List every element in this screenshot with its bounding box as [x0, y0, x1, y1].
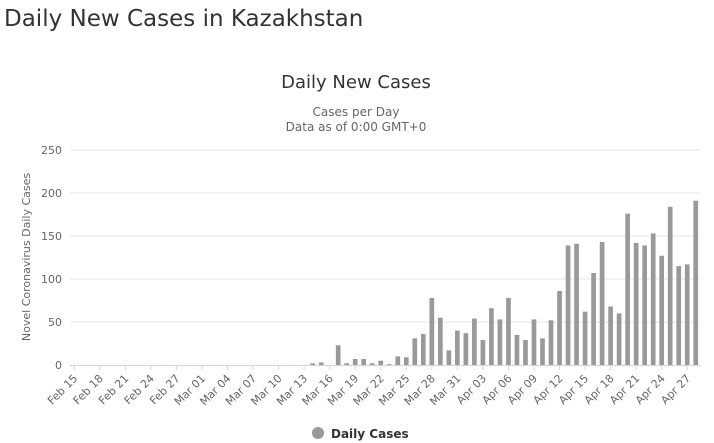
bar[interactable]: Mar 14: 2 — [310, 363, 315, 365]
bar[interactable]: Apr 20: 176 — [625, 213, 630, 365]
bar[interactable]: Apr 03: 29 — [480, 340, 486, 365]
page-heading: Daily New Cases in Kazakhstan — [4, 6, 364, 32]
legend-item-daily-cases[interactable]: Daily Cases — [331, 427, 409, 441]
y-axis-title: Novel Coronavirus Daily Cases — [20, 173, 33, 341]
bar[interactable]: Mar 28: 78 — [429, 297, 435, 365]
bar[interactable]: Mar 27: 36 — [420, 334, 426, 365]
bar[interactable]: Mar 31: 40 — [455, 330, 460, 365]
bar[interactable]: Mar 19: 7 — [352, 358, 358, 365]
bar[interactable]: Mar 21: 2 — [369, 363, 375, 365]
bar[interactable]: Mar 22: 5 — [378, 360, 384, 365]
y-tick-label: 100 — [41, 273, 62, 286]
bar[interactable]: Apr 28: 191 — [693, 200, 699, 365]
chart-subtitle-cases-per-day: Cases per Day — [313, 105, 400, 119]
bar[interactable]: Mar 23: 1 — [386, 364, 392, 365]
bar[interactable]: Apr 15: 62 — [582, 311, 588, 365]
bar[interactable]: Apr 07: 35 — [514, 334, 520, 365]
bar[interactable]: Apr 16: 107 — [591, 272, 596, 365]
y-axis-ticks: 0 50 100 150 200 250 — [41, 144, 62, 372]
bar[interactable]: Apr 10: 31 — [540, 338, 545, 365]
y-tick-label: 250 — [41, 144, 62, 157]
y-tick-label: 150 — [41, 230, 62, 243]
bar[interactable]: Apr 12: 86 — [557, 291, 562, 365]
y-tick-label: 200 — [41, 187, 62, 200]
bar[interactable]: Apr 25: 184 — [667, 206, 673, 365]
bar[interactable]: Apr 27: 117 — [684, 264, 690, 365]
bar[interactable]: Mar 30: 17 — [446, 350, 452, 365]
bar[interactable]: Mar 20: 7 — [361, 358, 367, 365]
bar[interactable]: Apr 26: 115 — [676, 266, 682, 365]
bar[interactable]: Apr 02: 54 — [472, 318, 477, 365]
bar[interactable]: Apr 18: 68 — [608, 306, 613, 365]
bar[interactable]: Mar 17: 23 — [335, 345, 341, 365]
legend-symbol — [312, 427, 324, 439]
bar[interactable]: Apr 13: 139 — [565, 245, 571, 365]
legend[interactable]: Daily Cases — [312, 427, 409, 441]
bar[interactable]: Mar 15: 3 — [318, 362, 324, 365]
bar[interactable]: Mar 25: 9 — [403, 357, 409, 365]
bar[interactable]: Apr 11: 52 — [548, 320, 554, 365]
bar[interactable]: Apr 14: 141 — [574, 243, 579, 365]
bar[interactable]: Apr 08: 29 — [523, 340, 528, 365]
bar[interactable]: Apr 05: 53 — [497, 319, 503, 365]
bar[interactable]: Mar 24: 10 — [395, 356, 401, 365]
bar[interactable]: Apr 19: 60 — [616, 313, 622, 365]
bar[interactable]: Apr 23: 153 — [650, 233, 656, 365]
bar[interactable]: Mar 26: 31 — [412, 338, 418, 365]
bar[interactable]: Apr 04: 66 — [489, 308, 494, 365]
bar[interactable]: Apr 17: 143 — [599, 242, 605, 365]
chart-title: Daily New Cases — [281, 72, 431, 93]
bar[interactable]: Apr 01: 37 — [463, 333, 469, 365]
y-tick-label: 0 — [55, 359, 62, 372]
bar[interactable]: Apr 21: 142 — [633, 242, 639, 365]
gridlines — [70, 149, 700, 323]
bar[interactable]: Apr 24: 127 — [659, 255, 665, 365]
bar[interactable]: Mar 29: 55 — [437, 317, 443, 365]
bar[interactable]: Apr 09: 53 — [531, 319, 537, 365]
y-tick-label: 50 — [48, 316, 62, 329]
chart-subtitle-data-as-of: Data as of 0:00 GMT+0 — [286, 120, 427, 134]
bar[interactable]: Apr 22: 139 — [642, 245, 648, 365]
bar[interactable]: Apr 06: 78 — [506, 297, 511, 365]
bar[interactable]: Mar 18: 2 — [344, 363, 350, 365]
